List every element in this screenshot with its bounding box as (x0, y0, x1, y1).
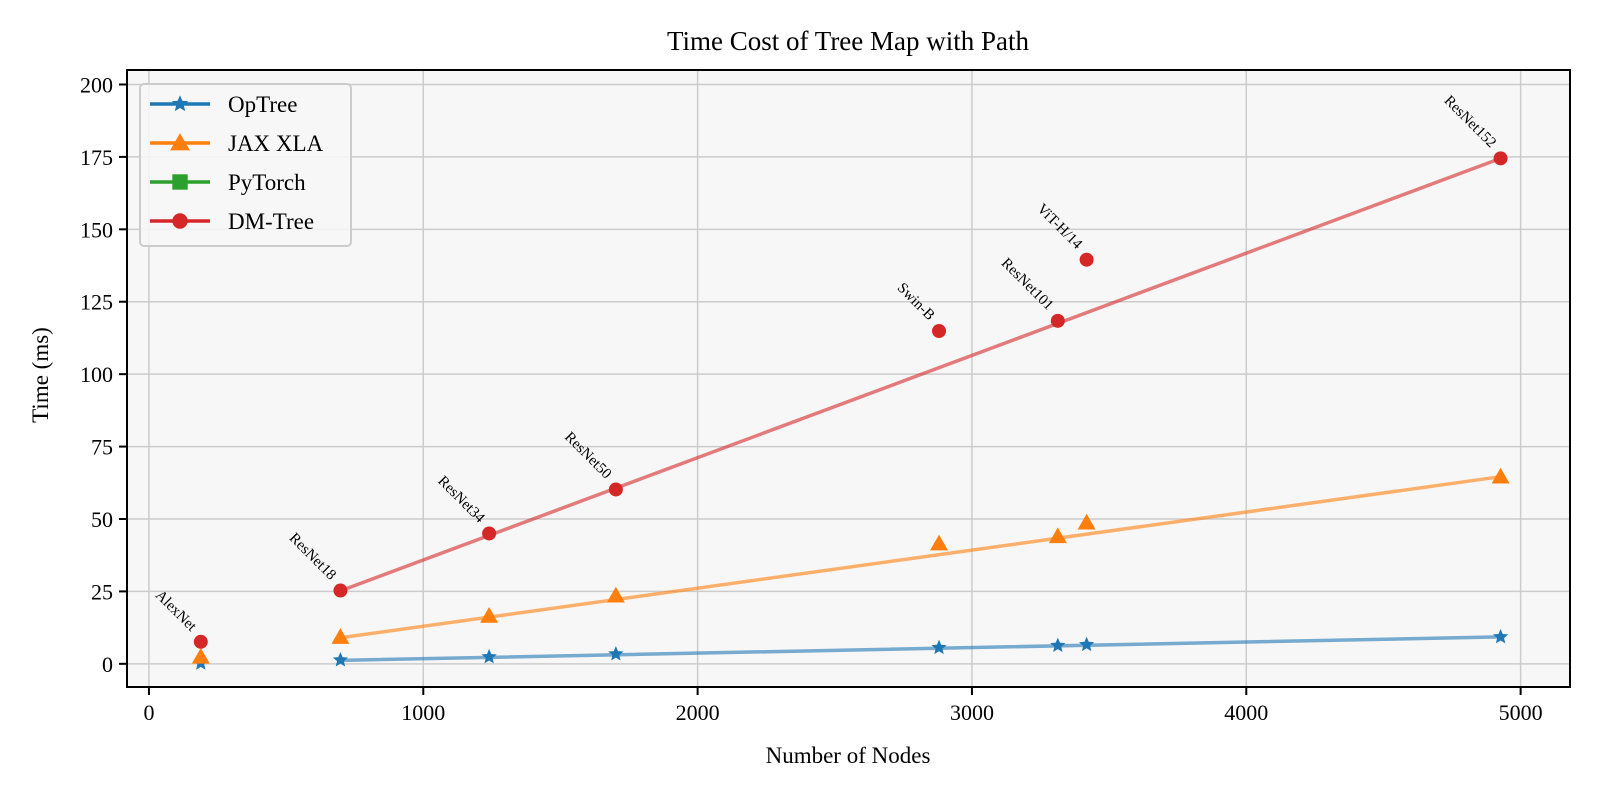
y-axis: 0 25 50 75 100 125 150 175 200 (80, 72, 127, 677)
data-point-jax-xla (930, 534, 949, 551)
data-point-jax-xla (606, 586, 625, 603)
x-tick-label: 3000 (950, 700, 994, 725)
y-tick-label: 25 (91, 579, 113, 604)
legend-label: DM-Tree (228, 209, 314, 234)
y-tick-label: 125 (80, 290, 113, 315)
grid (127, 70, 1570, 687)
legend-item: OpTree (150, 92, 297, 117)
fit-line-dm-tree (338, 156, 1503, 593)
legend-item: DM-Tree (150, 209, 314, 234)
data-point-dm-tree (482, 526, 497, 541)
legend-box (139, 83, 352, 247)
x-axis-label: Number of Nodes (766, 743, 931, 768)
data-point-jax-xla (331, 628, 350, 644)
data-point-jax-xla (1077, 513, 1096, 530)
legend-label: JAX XLA (228, 131, 324, 156)
data-point-optree (931, 639, 947, 655)
markers (191, 151, 1510, 670)
legend-triangle-icon (170, 133, 190, 151)
fit-lines (338, 156, 1503, 663)
data-point-dm-tree (1050, 313, 1065, 328)
data-point-dm-tree (333, 583, 348, 598)
legend-circle-icon (172, 213, 188, 229)
legend: OpTree JAX XLA PyTorch DM-Tree (139, 83, 352, 247)
x-tick-label: 2000 (676, 700, 720, 725)
data-point-optree (608, 645, 624, 661)
y-tick-label: 150 (80, 217, 113, 242)
data-point-dm-tree (1493, 151, 1508, 166)
plot-frame (126, 69, 1571, 688)
data-point-optree (1050, 637, 1066, 653)
legend-label: PyTorch (228, 170, 306, 195)
x-tick-label: 4000 (1224, 700, 1268, 725)
y-tick-label: 200 (80, 72, 113, 97)
y-tick-label: 0 (102, 652, 113, 677)
y-tick-label: 50 (91, 507, 113, 532)
legend-star-icon (171, 95, 189, 112)
y-tick-label: 75 (91, 435, 113, 460)
legend-label: OpTree (228, 92, 297, 117)
x-axis: 0 1000 2000 3000 4000 5000 (143, 687, 1543, 725)
legend-square-icon (172, 174, 188, 190)
data-point-dm-tree (932, 323, 947, 338)
x-tick-label: 5000 (1499, 700, 1543, 725)
data-point-jax-xla (480, 607, 499, 623)
data-point-dm-tree (1079, 252, 1094, 267)
x-tick-label: 0 (143, 700, 154, 725)
y-tick-label: 100 (80, 362, 113, 387)
legend-item: PyTorch (150, 170, 306, 195)
x-tick-label: 1000 (401, 700, 445, 725)
data-point-jax-xla (1491, 467, 1510, 484)
chart-title: Time Cost of Tree Map with Path (667, 26, 1030, 56)
data-point-optree (1079, 636, 1095, 652)
fit-line-optree (338, 635, 1503, 663)
data-point-jax-xla (191, 647, 210, 664)
data-point-jax-xla (1048, 527, 1067, 544)
data-point-dm-tree (193, 634, 208, 649)
data-point-optree (1492, 628, 1509, 644)
y-axis-label: Time (ms) (28, 327, 53, 423)
data-point-optree (332, 652, 349, 667)
y-tick-label: 175 (80, 145, 113, 170)
legend-item: JAX XLA (150, 131, 324, 156)
data-point-optree (481, 648, 497, 664)
data-point-dm-tree (608, 482, 623, 497)
plot-area (127, 70, 1570, 687)
fit-line-jax-xla (338, 474, 1503, 640)
